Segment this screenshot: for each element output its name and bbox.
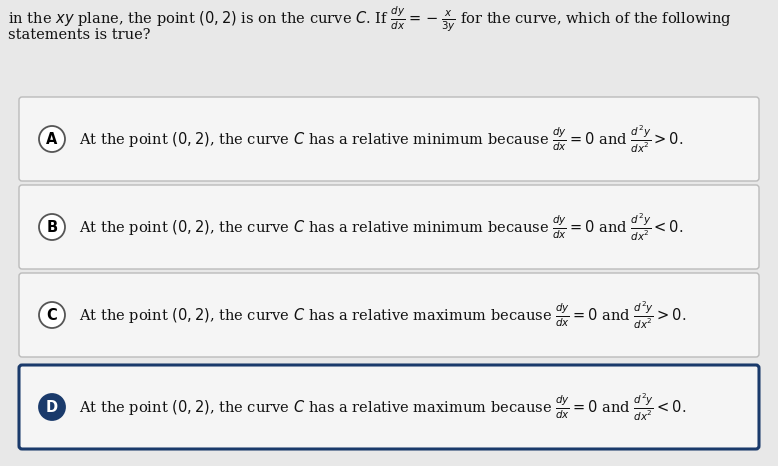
Ellipse shape (39, 394, 65, 420)
Text: in the $xy$ plane, the point $(0, 2)$ is on the curve $C$. If $\frac{dy}{dx} = -: in the $xy$ plane, the point $(0, 2)$ is… (8, 5, 732, 34)
Text: At the point $(0, 2)$, the curve $C$ has a relative minimum because $\frac{dy}{d: At the point $(0, 2)$, the curve $C$ has… (79, 212, 683, 243)
FancyBboxPatch shape (19, 273, 759, 357)
Text: D: D (46, 399, 58, 414)
Text: A: A (47, 131, 58, 146)
Text: statements is true?: statements is true? (8, 28, 150, 42)
FancyBboxPatch shape (19, 365, 759, 449)
Text: C: C (47, 308, 58, 322)
Text: At the point $(0, 2)$, the curve $C$ has a relative maximum because $\frac{dy}{d: At the point $(0, 2)$, the curve $C$ has… (79, 299, 686, 330)
Text: At the point $(0, 2)$, the curve $C$ has a relative maximum because $\frac{dy}{d: At the point $(0, 2)$, the curve $C$ has… (79, 391, 686, 423)
FancyBboxPatch shape (19, 97, 759, 181)
Text: B: B (47, 219, 58, 234)
Text: At the point $(0, 2)$, the curve $C$ has a relative minimum because $\frac{dy}{d: At the point $(0, 2)$, the curve $C$ has… (79, 123, 683, 155)
FancyBboxPatch shape (19, 185, 759, 269)
Ellipse shape (39, 126, 65, 152)
Ellipse shape (39, 214, 65, 240)
Ellipse shape (39, 302, 65, 328)
